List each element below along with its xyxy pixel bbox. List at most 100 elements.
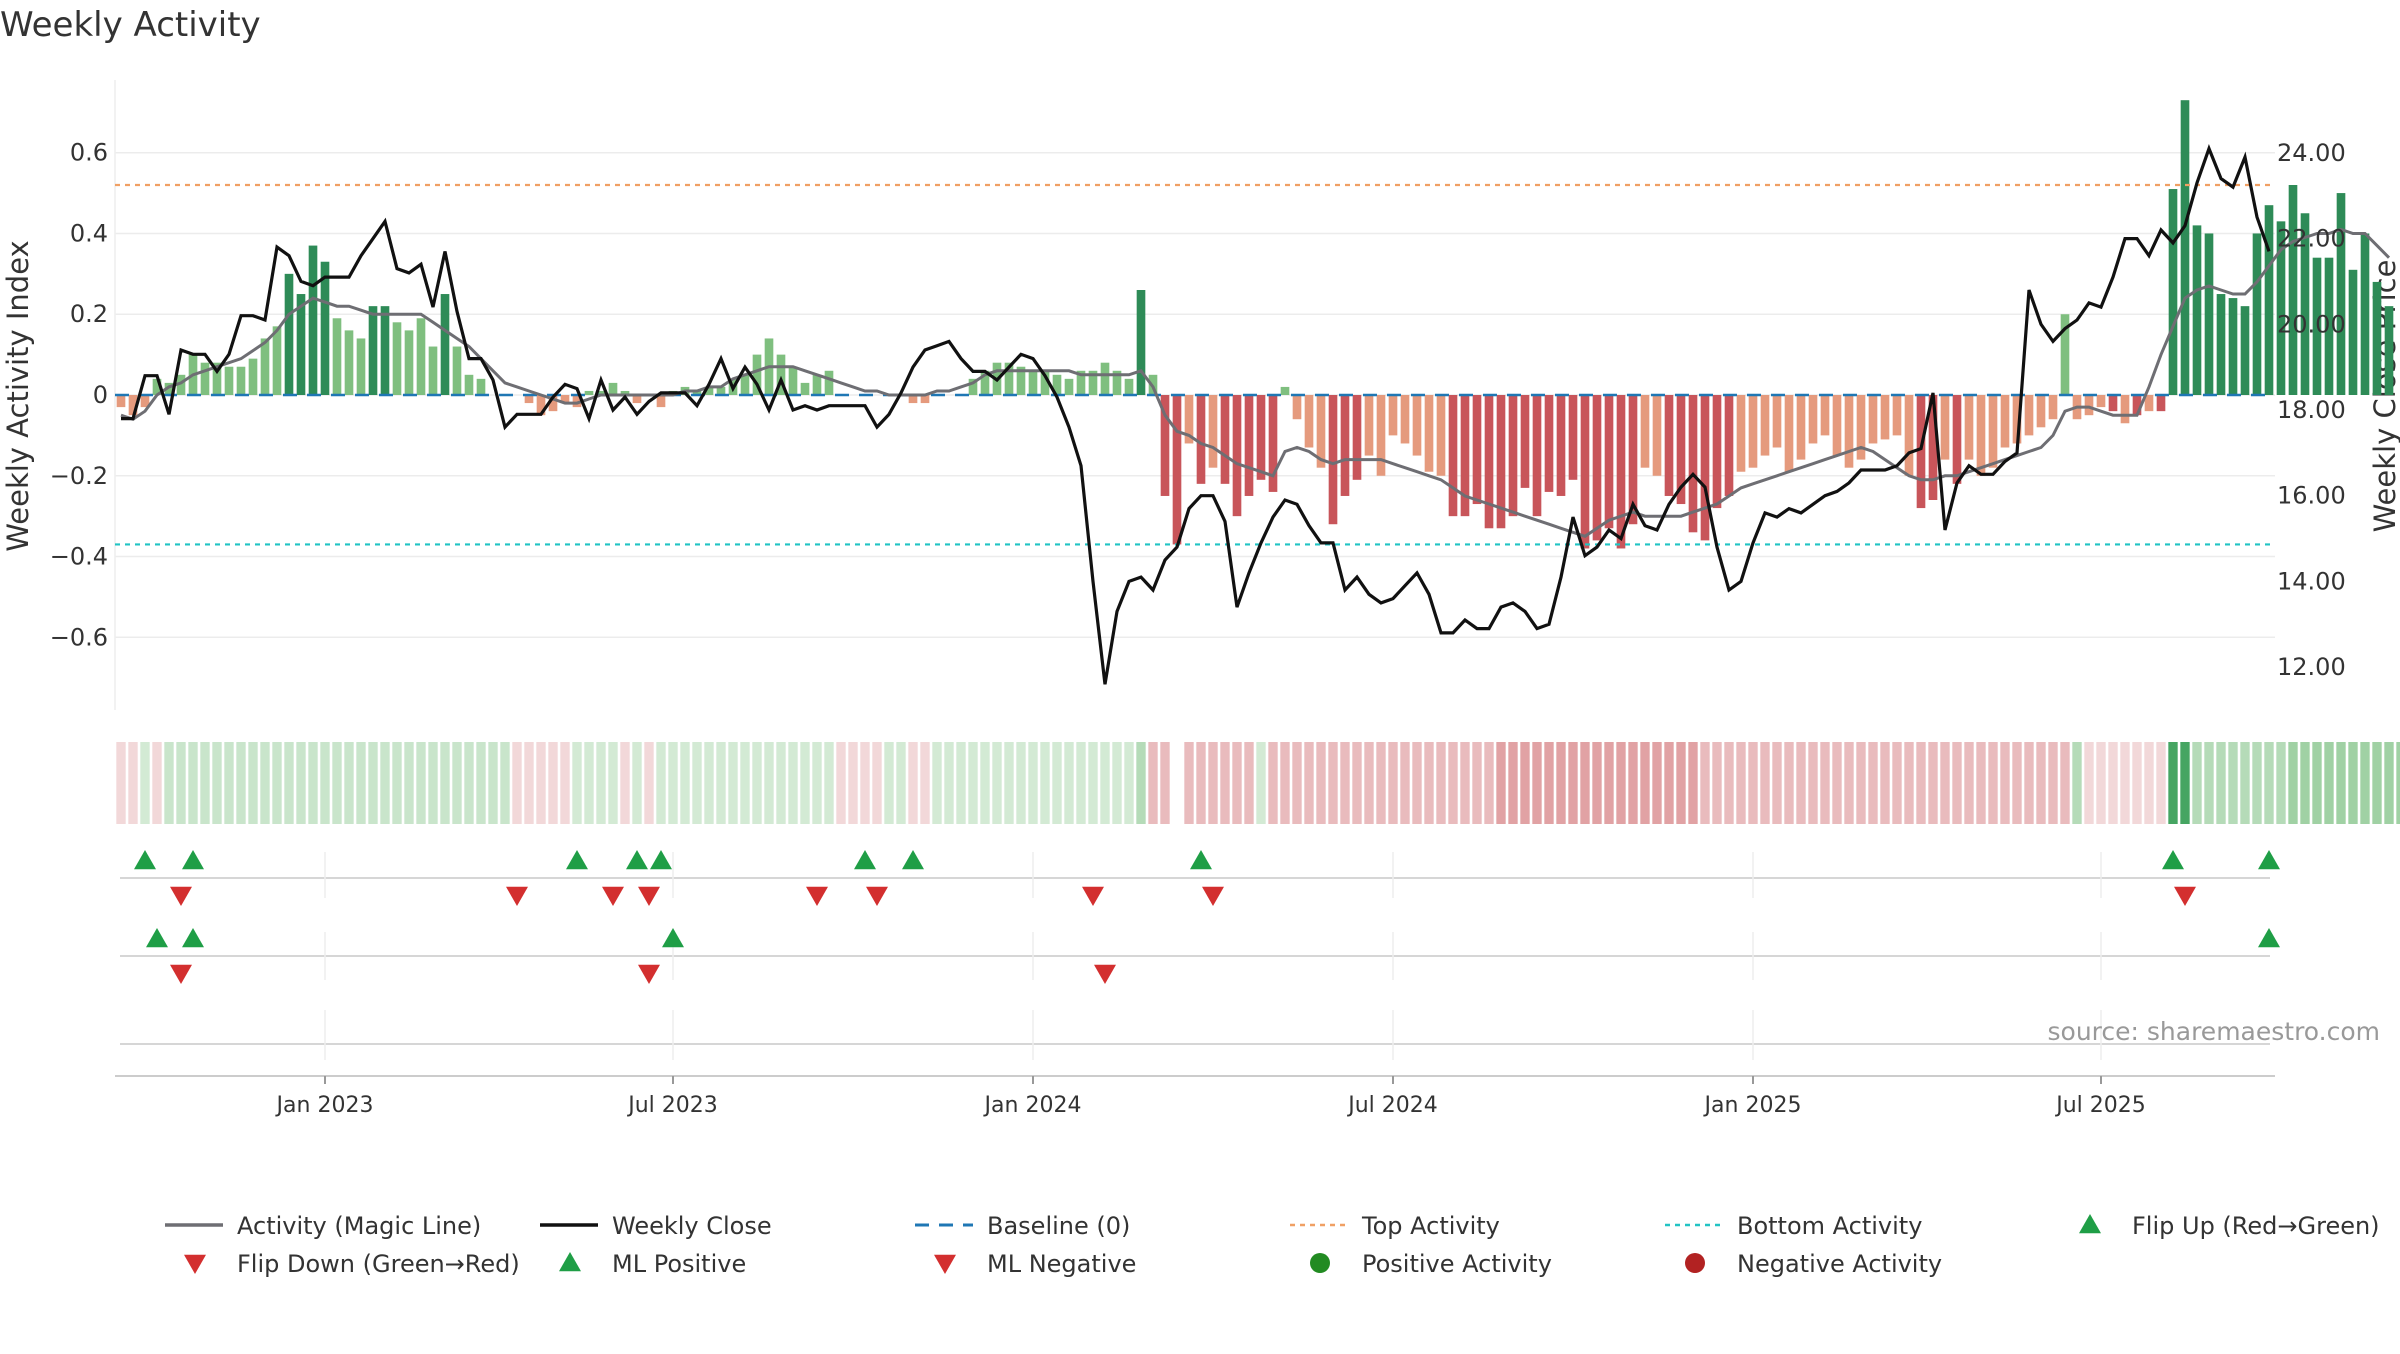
activity-bar-78 [1052,374,1062,395]
y2-tick-label-6: 12.00 [2277,653,2346,681]
ml-positive-marker-3 [2258,928,2280,948]
band-cell-11 [248,742,258,824]
band-cell-7 [200,742,210,824]
activity-bar-90 [1196,395,1206,484]
legend-marker-8 [934,1254,956,1274]
activity-bar-97 [1280,386,1290,395]
band-cell-63 [872,742,882,824]
band-cell-42 [620,742,630,824]
activity-bar-157 [2000,395,2010,448]
legend: Activity (Magic Line) Weekly Close Baselin… [165,1212,2380,1278]
y2-tick-label-4: 16.00 [2277,482,2346,510]
band-cell-93 [1232,742,1242,824]
y-tick-label-2: 0.2 [70,300,108,328]
activity-bar-21 [368,306,378,395]
ml-negative-marker-0 [170,964,192,984]
legend-marker-7 [559,1252,581,1272]
band-cell-17 [320,742,330,824]
band-cell-88 [1172,742,1181,824]
band-cell-147 [1880,742,1890,824]
activity-bar-102 [1340,395,1350,496]
band-cell-161 [2048,742,2058,824]
reference-lines [115,183,2275,546]
band-cell-135 [1736,742,1746,824]
band-cell-164 [2084,742,2094,824]
source-label: source: sharemaestro.com [2048,1017,2381,1046]
band-cell-19 [344,742,354,824]
band-cell-56 [788,742,798,824]
band-cell-115 [1496,742,1506,824]
activity-bar-84 [1124,378,1134,395]
activity-bar-100 [1316,395,1326,468]
band-cell-26 [428,742,438,824]
activity-bar-164 [2084,395,2094,416]
band-cell-57 [800,742,810,824]
band-cell-182 [2300,742,2310,824]
activity-bar-154 [1964,395,1974,460]
band-cell-8 [212,742,222,824]
band-cell-170 [2156,742,2166,824]
band-cell-46 [668,742,678,824]
x-tick-label-5: Jul 2025 [2054,1093,2146,1118]
activity-bar-169 [2144,395,2154,412]
band-cell-166 [2108,742,2118,824]
activity-bar-180 [2276,221,2286,395]
band-cell-137 [1760,742,1770,824]
band-cell-96 [1268,742,1278,824]
band-cell-35 [536,742,546,824]
band-cell-127 [1640,742,1650,824]
band-cell-0 [116,742,126,824]
band-cell-102 [1340,742,1350,824]
band-cell-44 [644,742,654,824]
y2-tick-label-0: 24.00 [2277,139,2346,167]
band-cell-13 [272,742,282,824]
legend-label-4: Bottom Activity [1737,1212,1922,1240]
activity-bar-126 [1628,395,1638,525]
band-cell-138 [1772,742,1782,824]
activity-bar-109 [1424,395,1434,472]
band-cell-69 [944,742,954,824]
band-cell-139 [1784,742,1794,824]
flip-up-marker-8 [2162,850,2184,870]
band-cell-29 [464,742,474,824]
flip-down-marker-7 [1202,886,1224,906]
band-cell-136 [1748,742,1758,824]
band-cell-92 [1220,742,1230,824]
band-cell-62 [860,742,870,824]
band-cell-61 [848,742,858,824]
y-tick-label-5: −0.4 [50,543,108,571]
band-cell-119 [1544,742,1554,824]
activity-bar-43 [632,395,642,404]
band-cell-47 [680,742,690,824]
activity-bar-184 [2324,257,2334,395]
band-cell-123 [1592,742,1602,824]
activity-bar-76 [1028,370,1038,395]
activity-bar-132 [1700,395,1710,541]
activity-bar-56 [788,366,798,395]
band-cell-52 [740,742,750,824]
band-cell-48 [692,742,702,824]
legend-label-1: Weekly Close [612,1212,772,1240]
activity-bar-12 [260,338,270,395]
band-cell-10 [236,742,246,824]
band-cell-178 [2252,742,2262,824]
activity-bar-17 [320,261,330,395]
activity-bar-81 [1088,370,1098,395]
activity-bar-158 [2012,395,2022,444]
activity-bar-79 [1064,378,1074,395]
legend-item-8: ML Negative [934,1250,1136,1278]
activity-bar-124 [1604,395,1614,529]
ml-positive-marker-2 [662,928,684,948]
band-cell-72 [980,742,990,824]
band-cell-140 [1796,742,1806,824]
band-cell-165 [2096,742,2106,824]
x-tick-label-3: Jul 2024 [1346,1093,1438,1118]
activity-bar-48 [692,390,702,395]
band-cell-90 [1196,742,1206,824]
y-axis-label: Weekly Activity Index [1,240,35,551]
activity-bar-188 [2372,281,2382,395]
band-cell-121 [1568,742,1578,824]
activity-bar-114 [1484,395,1494,529]
band-cell-25 [416,742,426,824]
